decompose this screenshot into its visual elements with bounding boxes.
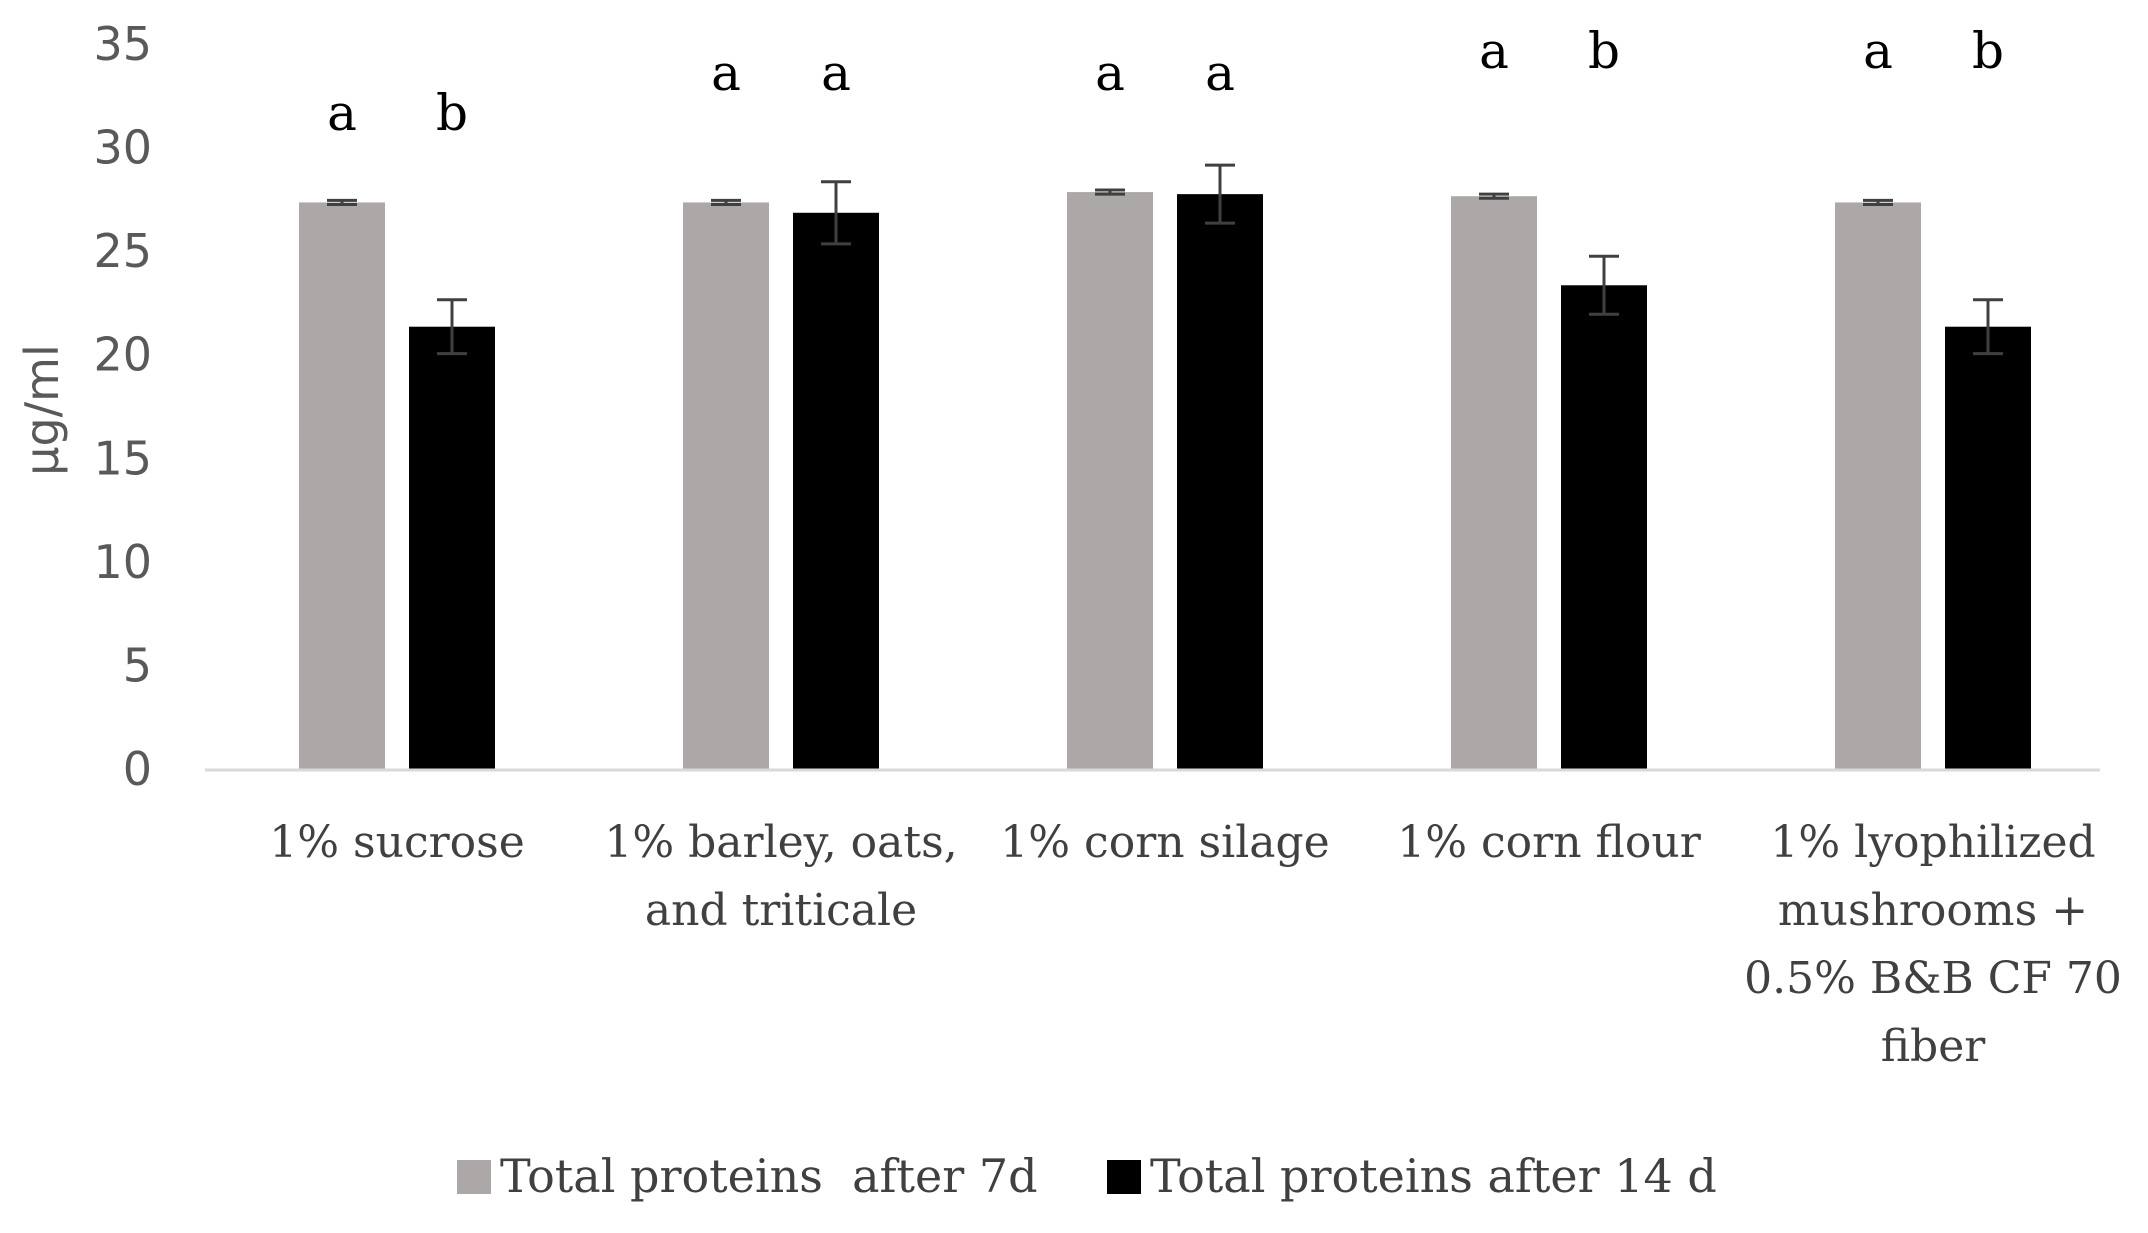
significance-letter: a bbox=[1479, 22, 1509, 80]
x-category-label-line: 1% corn silage bbox=[1000, 817, 1329, 868]
x-category-label: 1% sucrose bbox=[269, 817, 525, 868]
x-category-label: 1% corn flour bbox=[1397, 817, 1701, 868]
significance-letter: a bbox=[327, 84, 357, 142]
significance-letter: b bbox=[436, 84, 468, 142]
bar-14d bbox=[1177, 194, 1263, 771]
y-tick-label: 15 bbox=[93, 431, 152, 485]
significance-letters: a b a a a a a b a b bbox=[327, 22, 2004, 142]
y-axis-label: µg/ml bbox=[15, 344, 69, 476]
y-tick-label: 0 bbox=[123, 742, 152, 796]
legend-swatch-7d bbox=[457, 1160, 491, 1194]
error-bar bbox=[1973, 298, 2003, 356]
x-category-label-line: 1% lyophilized bbox=[1770, 817, 2095, 868]
x-category-label: 1% lyophilized mushrooms + 0.5% B&B CF 70 f… bbox=[1744, 817, 2122, 1072]
bar-7d bbox=[1451, 196, 1537, 770]
error-bar bbox=[1095, 188, 1125, 196]
y-tick-label: 20 bbox=[93, 328, 152, 382]
bar-7d bbox=[1067, 192, 1153, 771]
x-category-label-line: fiber bbox=[1881, 1021, 1987, 1072]
error-bar bbox=[1479, 192, 1509, 200]
bar-14d bbox=[1945, 326, 2031, 770]
error-bar bbox=[1205, 163, 1235, 225]
significance-letter: a bbox=[821, 44, 851, 102]
x-category-label: 1% corn silage bbox=[1000, 817, 1329, 868]
legend: Total proteins after 7d Total proteins a… bbox=[457, 1149, 1717, 1203]
bar-7d bbox=[299, 202, 385, 770]
x-category-label-line: 1% sucrose bbox=[269, 817, 525, 868]
x-category-label: 1% barley, oats, and triticale bbox=[604, 817, 957, 936]
y-tick-label: 35 bbox=[93, 17, 152, 71]
x-category-label-line: 1% barley, oats, bbox=[604, 817, 957, 868]
bar-14d bbox=[1561, 285, 1647, 770]
significance-letter: a bbox=[1863, 22, 1893, 80]
category-labels: 1% sucrose 1% barley, oats, and triticale1… bbox=[269, 817, 2122, 1072]
error-bar bbox=[821, 180, 851, 246]
y-tick-label: 25 bbox=[93, 224, 152, 278]
x-category-label-line: 0.5% B&B CF 70 bbox=[1744, 953, 2122, 1004]
legend-label-7d: Total proteins after 7d bbox=[500, 1149, 1038, 1203]
y-axis-ticks: 0 5 10 15 20 25 30 35 bbox=[93, 17, 152, 796]
error-bar bbox=[1589, 254, 1619, 316]
significance-letter: a bbox=[1205, 44, 1235, 102]
error-bar bbox=[1863, 198, 1893, 206]
x-category-label-line: and triticale bbox=[645, 885, 917, 936]
x-category-label-line: 1% corn flour bbox=[1397, 817, 1701, 868]
error-bars bbox=[327, 163, 2003, 356]
significance-letter: b bbox=[1588, 22, 1620, 80]
significance-letter: a bbox=[711, 44, 741, 102]
bars bbox=[299, 192, 2031, 771]
y-tick-label: 30 bbox=[93, 121, 152, 175]
error-bar bbox=[711, 198, 741, 206]
bar-7d bbox=[1835, 202, 1921, 770]
significance-letter: b bbox=[1972, 22, 2004, 80]
significance-letter: a bbox=[1095, 44, 1125, 102]
legend-label-14d: Total proteins after 14 d bbox=[1150, 1149, 1717, 1203]
x-category-label-line: mushrooms + bbox=[1778, 885, 2088, 936]
y-tick-label: 5 bbox=[123, 638, 152, 692]
y-tick-label: 10 bbox=[93, 535, 152, 589]
bar-14d bbox=[793, 212, 879, 771]
bar-7d bbox=[683, 202, 769, 770]
legend-swatch-14d bbox=[1107, 1160, 1141, 1194]
error-bar bbox=[437, 298, 467, 356]
error-bar bbox=[327, 198, 357, 206]
bar-14d bbox=[409, 326, 495, 770]
